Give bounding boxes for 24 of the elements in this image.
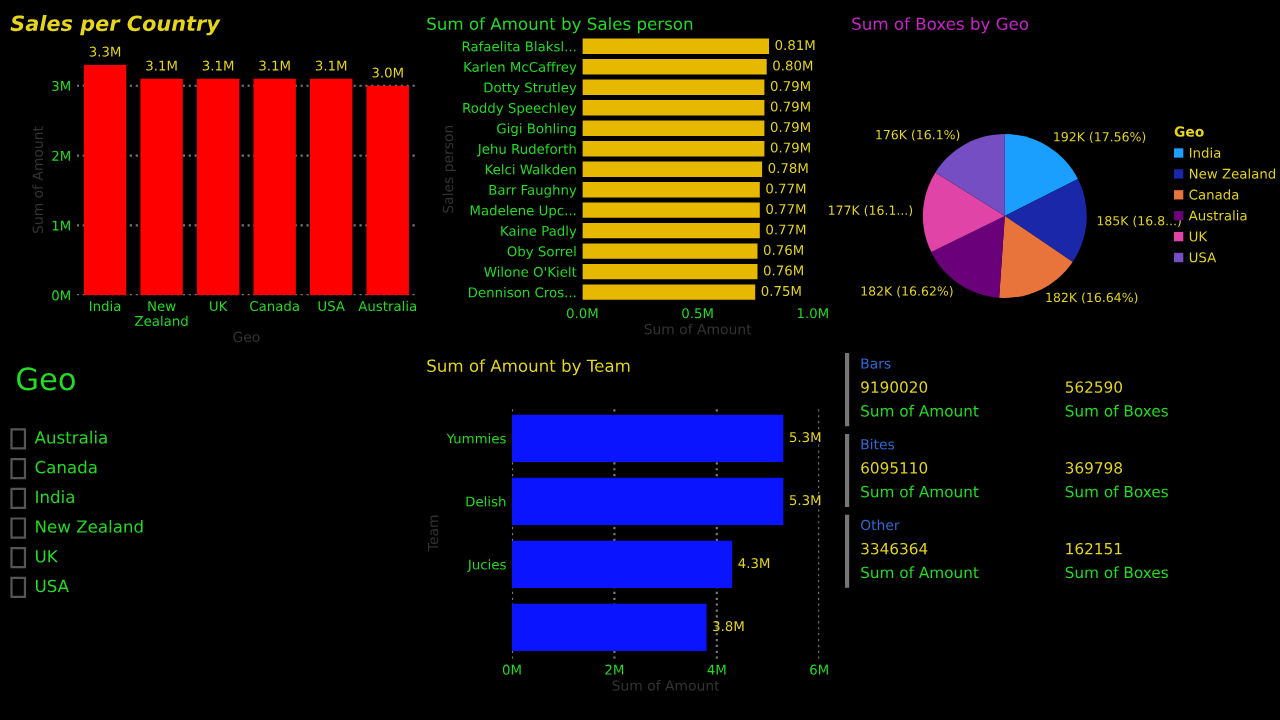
pie-slice: [999, 216, 1073, 298]
bar: [512, 540, 733, 588]
text: India: [36, 490, 74, 504]
text: New Zealand: [36, 519, 143, 533]
bar: [512, 477, 784, 525]
bar: [83, 64, 127, 296]
text: UK: [36, 550, 59, 563]
bar: [512, 603, 707, 651]
chart-title: Sales per Country: [10, 15, 221, 36]
pie-slice: [1004, 179, 1087, 262]
bar: [310, 78, 353, 296]
text: Geo: [17, 367, 75, 391]
bar: [196, 78, 240, 296]
text: USA: [36, 579, 69, 593]
pie-slice: [922, 172, 1005, 253]
bar: [140, 78, 183, 296]
bar: [512, 414, 784, 462]
text: Australia: [34, 430, 107, 444]
chart-title: Sum of Amount by Team: [427, 359, 630, 376]
chart-title: Sum of Amount by Sales person: [427, 17, 693, 34]
text: Canada: [35, 460, 97, 474]
bar: [253, 78, 296, 296]
chart-title: Sum of Boxes by Geo: [852, 17, 1029, 34]
bar: [366, 85, 409, 296]
